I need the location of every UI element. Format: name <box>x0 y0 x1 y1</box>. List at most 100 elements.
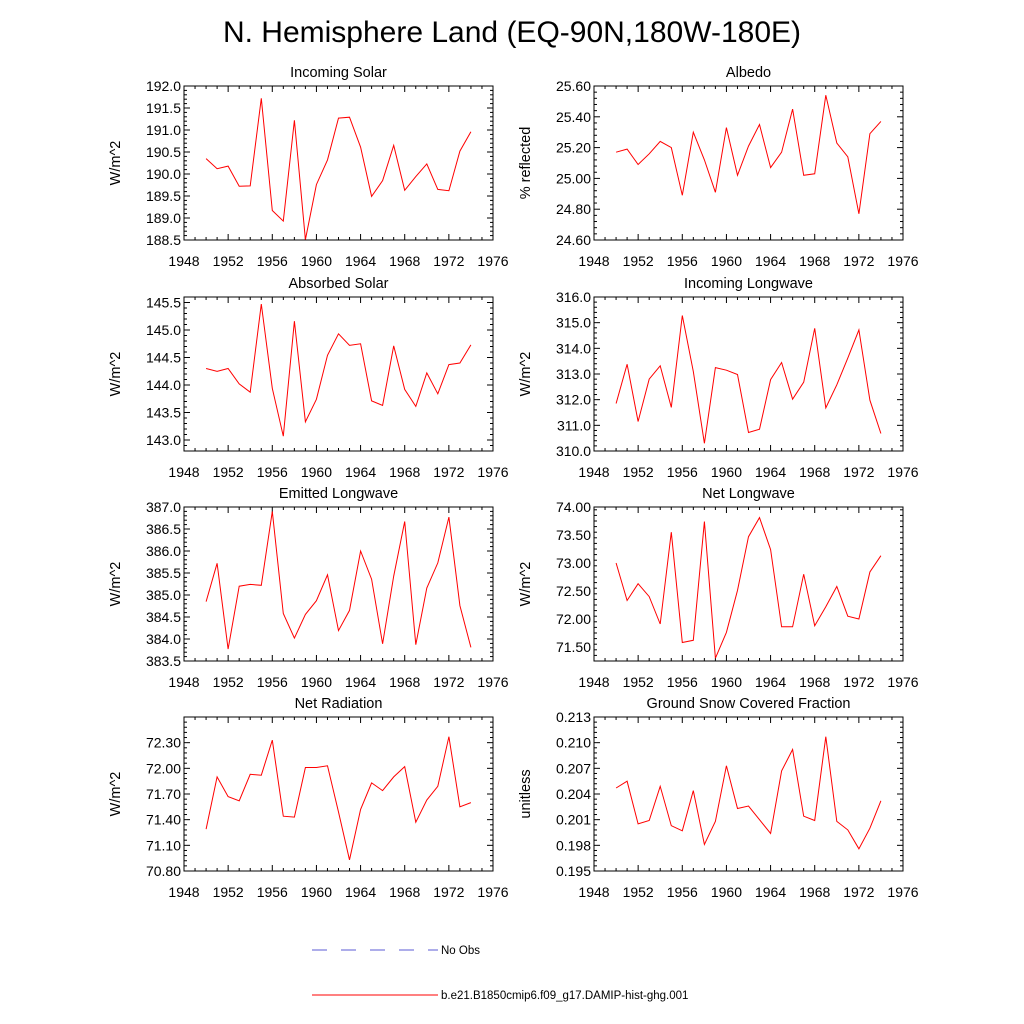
y-tick-label: 387.0 <box>146 499 181 515</box>
y-tick-label: 71.40 <box>146 812 181 828</box>
x-tick-label: 1968 <box>389 884 420 900</box>
series-line <box>205 304 472 437</box>
x-tick-label: 1968 <box>389 464 420 480</box>
panel-title: Emitted Longwave <box>279 486 398 502</box>
x-tick-label: 1960 <box>711 884 742 900</box>
y-tick-label: 384.0 <box>146 631 181 647</box>
y-tick-label: 144.5 <box>146 350 181 366</box>
x-tick-label: 1972 <box>433 674 464 690</box>
plot-frame <box>593 716 904 872</box>
x-tick-label: 1964 <box>345 464 376 480</box>
x-tick-label: 1968 <box>799 674 830 690</box>
y-tick-label: 25.60 <box>556 78 591 94</box>
y-axis-label: W/m^2 <box>108 352 124 397</box>
x-tick-label: 1952 <box>213 884 244 900</box>
y-axis-label: W/m^2 <box>518 352 534 397</box>
y-tick-label: 190.5 <box>146 144 181 160</box>
x-tick-label: 1964 <box>345 674 376 690</box>
y-tick-label: 0.195 <box>556 863 591 879</box>
y-tick-label: 72.00 <box>556 611 591 627</box>
x-tick-label: 1948 <box>578 674 609 690</box>
y-tick-label: 0.204 <box>556 786 591 802</box>
x-tick-label: 1960 <box>711 464 742 480</box>
chart-panel: Net Radiation W/m^2 1948 1952 1956 1960 1964 19… <box>108 696 509 900</box>
x-tick-label: 1960 <box>301 884 332 900</box>
y-tick-label: 312.0 <box>556 392 591 408</box>
x-tick-label: 1968 <box>799 464 830 480</box>
y-tick-label: 385.0 <box>146 587 181 603</box>
x-tick-label: 1968 <box>799 253 830 269</box>
x-tick-label: 1964 <box>345 253 376 269</box>
y-tick-label: 385.5 <box>146 565 181 581</box>
y-tick-label: 0.210 <box>556 735 591 751</box>
panel-title: Ground Snow Covered Fraction <box>647 696 851 712</box>
y-tick-label: 311.0 <box>557 417 591 433</box>
y-tick-label: 189.0 <box>146 210 181 226</box>
panel-title: Incoming Longwave <box>684 276 813 292</box>
x-tick-label: 1972 <box>843 253 874 269</box>
y-tick-label: 24.60 <box>556 232 591 248</box>
x-tick-label: 1964 <box>755 884 786 900</box>
x-tick-label: 1976 <box>477 253 508 269</box>
x-tick-label: 1956 <box>257 253 288 269</box>
panel-title: Net Radiation <box>295 696 383 712</box>
y-tick-label: 71.70 <box>146 786 181 802</box>
y-tick-label: 314.0 <box>556 340 591 356</box>
x-tick-label: 1976 <box>887 253 918 269</box>
y-tick-label: 145.0 <box>146 322 181 338</box>
panels: Incoming Solar W/m^2 1948 1952 1956 1960 1964 1… <box>108 65 919 900</box>
y-tick-label: 316.0 <box>556 289 591 305</box>
legend-model-label: b.e21.B1850cmip6.f09_g17.DAMIP-hist-ghg.… <box>441 990 688 1002</box>
x-tick-label: 1956 <box>257 884 288 900</box>
x-tick-label: 1948 <box>168 464 199 480</box>
panel-title: Albedo <box>726 65 771 81</box>
panel-title: Net Longwave <box>702 486 795 502</box>
x-tick-label: 1956 <box>667 884 698 900</box>
x-tick-label: 1956 <box>257 674 288 690</box>
x-tick-label: 1964 <box>755 464 786 480</box>
chart-panel: Emitted Longwave W/m^2 1948 1952 1956 1960 196… <box>108 486 509 690</box>
x-tick-label: 1956 <box>667 464 698 480</box>
y-tick-label: 383.5 <box>146 653 181 669</box>
y-tick-label: 313.0 <box>556 366 591 382</box>
x-tick-label: 1948 <box>578 464 609 480</box>
chart-panel: Albedo % reflected 1948 1952 1956 1960 1964 196… <box>518 65 919 269</box>
plot-frame <box>593 296 904 452</box>
y-tick-label: 315.0 <box>556 315 591 331</box>
x-tick-label: 1972 <box>433 464 464 480</box>
y-tick-label: 143.0 <box>146 432 181 448</box>
x-tick-label: 1948 <box>168 253 199 269</box>
y-tick-label: 73.50 <box>556 527 591 543</box>
y-axis-label: W/m^2 <box>108 562 124 607</box>
chart-panel: Ground Snow Covered Fraction unitless 1948… <box>518 696 919 900</box>
y-tick-label: 71.50 <box>556 639 591 655</box>
x-tick-label: 1948 <box>168 674 199 690</box>
chart-panel: Net Longwave W/m^2 1948 1952 1956 1960 1964 196… <box>518 486 919 690</box>
series-line <box>615 736 882 850</box>
y-axis-label: W/m^2 <box>108 141 124 186</box>
figure-title: N. Hemisphere Land (EQ-90N,180W-180E) <box>223 16 801 49</box>
x-tick-label: 1968 <box>799 884 830 900</box>
y-tick-label: 25.40 <box>556 109 591 125</box>
y-tick-label: 71.10 <box>146 837 181 853</box>
y-tick-label: 192.0 <box>146 78 181 94</box>
y-tick-label: 384.5 <box>146 609 181 625</box>
y-tick-label: 191.5 <box>146 100 181 116</box>
chart-panel: Incoming Solar W/m^2 1948 1952 1956 1960 1964 1… <box>108 65 509 269</box>
x-tick-label: 1964 <box>755 253 786 269</box>
x-tick-label: 1952 <box>213 464 244 480</box>
y-tick-label: 72.50 <box>556 583 591 599</box>
x-tick-label: 1964 <box>755 674 786 690</box>
x-tick-label: 1952 <box>623 674 654 690</box>
plot-frame <box>183 85 494 241</box>
x-tick-label: 1976 <box>887 674 918 690</box>
x-tick-label: 1952 <box>623 884 654 900</box>
panel-title: Absorbed Solar <box>289 276 389 292</box>
plot-frame <box>183 716 494 872</box>
x-tick-label: 1960 <box>301 674 332 690</box>
x-tick-label: 1952 <box>623 253 654 269</box>
x-tick-label: 1972 <box>843 884 874 900</box>
x-tick-label: 1972 <box>433 884 464 900</box>
series-line <box>205 511 472 650</box>
